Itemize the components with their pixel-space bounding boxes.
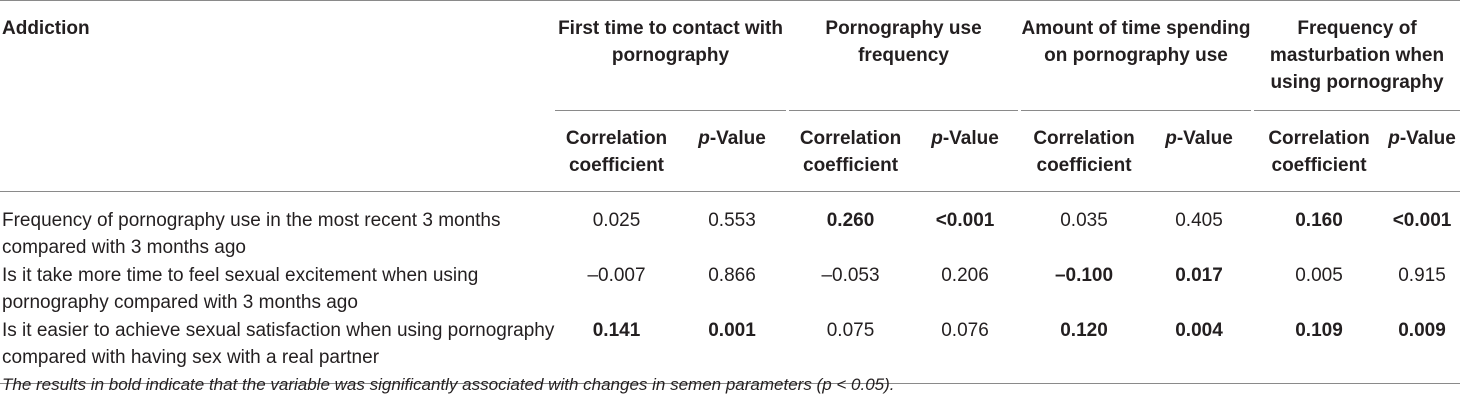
table-footnote: The results in bold indicate that the va… bbox=[2, 375, 895, 394]
sub-header-coef: Correlation coefficient bbox=[789, 110, 913, 192]
sub-header-spacer bbox=[1251, 110, 1255, 192]
group-header: Pornography use frequency bbox=[789, 0, 1019, 111]
sub-header-pvalue: p-Value bbox=[1384, 110, 1460, 192]
sub-header-coef: Correlation coefficient bbox=[555, 110, 678, 192]
group-header: Frequency of masturbation when using por… bbox=[1254, 0, 1460, 111]
correlation-cell: 0.005 bbox=[1295, 265, 1343, 286]
correlation-cell: –0.100 bbox=[1054, 265, 1114, 286]
p-value-cell: 0.915 bbox=[1398, 265, 1446, 286]
correlation-table: Addiction First time to contact with por… bbox=[0, 0, 1460, 384]
sub-header-coef: Correlation coefficient bbox=[1254, 110, 1385, 192]
sub-header-coef: Correlation coefficient bbox=[1021, 110, 1148, 192]
p-value-cell: <0.001 bbox=[935, 210, 995, 231]
correlation-cell: 0.120 bbox=[1021, 317, 1148, 384]
row-label: Is it take more time to feel sexual exci… bbox=[2, 265, 479, 313]
p-value-cell: 0.017 bbox=[1175, 265, 1223, 286]
p-value-cell: 0.405 bbox=[1175, 210, 1223, 231]
p-value-suffix: -Value bbox=[1399, 128, 1456, 149]
group-header-row: Addiction First time to contact with por… bbox=[0, 0, 1460, 111]
p-value-cell: 0.076 bbox=[912, 317, 1019, 384]
p-value-suffix: -Value bbox=[942, 128, 999, 149]
correlation-cell: –0.053 bbox=[821, 265, 880, 286]
p-value-cell: 0.206 bbox=[941, 265, 989, 286]
correlation-cell: 0.035 bbox=[1060, 210, 1108, 231]
group-header: Amount of time spending on pornography u… bbox=[1021, 0, 1252, 111]
p-italic-label: p bbox=[931, 128, 943, 149]
sub-header-pvalue: p-Value bbox=[678, 110, 787, 192]
table-body: Frequency of pornography use in the most… bbox=[0, 192, 1460, 384]
correlation-cell: 0.160 bbox=[1295, 210, 1343, 231]
table-row: Is it take more time to feel sexual exci… bbox=[0, 262, 1460, 317]
sub-header-blank bbox=[0, 110, 555, 192]
p-value-cell: 0.553 bbox=[708, 210, 756, 231]
cell-spacer bbox=[1251, 317, 1255, 384]
cell-spacer bbox=[786, 317, 790, 384]
sub-header-spacer bbox=[1018, 110, 1022, 192]
correlation-cell: –0.007 bbox=[587, 265, 646, 286]
p-italic-label: p bbox=[698, 128, 710, 149]
p-value-suffix: -Value bbox=[709, 128, 766, 149]
p-value-cell: 0.009 bbox=[1384, 317, 1460, 384]
sub-header-row: Correlation coefficient p-Value Correlatio… bbox=[0, 110, 1460, 192]
p-italic-label: p bbox=[1388, 128, 1400, 149]
correlation-cell: 0.025 bbox=[592, 210, 641, 231]
p-italic-label: p bbox=[1165, 128, 1177, 149]
group-header: First time to contact with pornography bbox=[555, 0, 787, 111]
p-value-cell: 0.004 bbox=[1147, 317, 1252, 384]
p-value-cell: 0.001 bbox=[678, 317, 787, 384]
sub-header-pvalue: p-Value bbox=[1147, 110, 1252, 192]
row-label: Is it easier to achieve sexual satisfact… bbox=[0, 317, 555, 384]
p-value-cell: 0.866 bbox=[708, 265, 756, 286]
p-value-suffix: -Value bbox=[1176, 128, 1233, 149]
table-row: Is it easier to achieve sexual satisfact… bbox=[0, 317, 1460, 384]
correlation-cell: 0.260 bbox=[826, 210, 875, 231]
row-header-label: Addiction bbox=[0, 0, 555, 111]
p-value-cell: <0.001 bbox=[1392, 210, 1452, 231]
sub-header-spacer bbox=[786, 110, 790, 192]
sub-header-pvalue: p-Value bbox=[912, 110, 1019, 192]
table-row: Frequency of pornography use in the most… bbox=[0, 192, 1460, 263]
cell-spacer bbox=[1018, 317, 1022, 384]
row-label: Frequency of pornography use in the most… bbox=[2, 210, 501, 258]
correlation-cell: 0.141 bbox=[555, 317, 678, 384]
correlation-cell: 0.075 bbox=[789, 317, 913, 384]
correlation-cell: 0.109 bbox=[1254, 317, 1385, 384]
